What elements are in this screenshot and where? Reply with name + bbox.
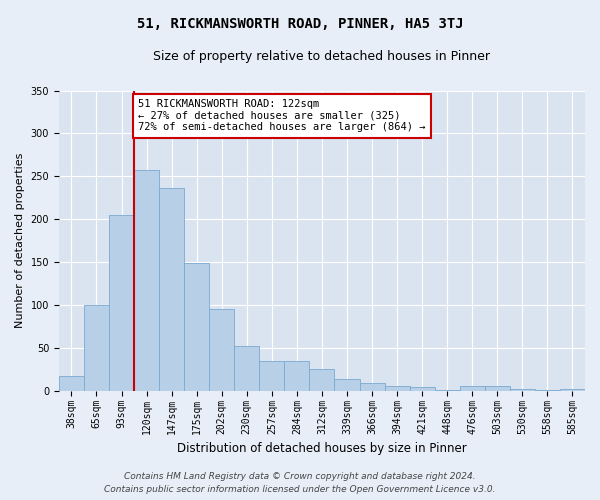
Bar [184, 263, 209, 391]
Bar [410, 388, 434, 391]
Text: Contains HM Land Registry data © Crown copyright and database right 2024.
Contai: Contains HM Land Registry data © Crown c… [104, 472, 496, 494]
Title: Size of property relative to detached houses in Pinner: Size of property relative to detached ho… [154, 50, 490, 63]
Bar [434, 390, 460, 391]
Bar [159, 188, 184, 391]
Bar [284, 361, 310, 391]
Bar [385, 386, 410, 391]
Bar [234, 346, 259, 391]
Bar [310, 370, 334, 391]
Bar [535, 390, 560, 391]
Text: 51 RICKMANSWORTH ROAD: 122sqm
← 27% of detached houses are smaller (325)
72% of : 51 RICKMANSWORTH ROAD: 122sqm ← 27% of d… [138, 99, 425, 132]
X-axis label: Distribution of detached houses by size in Pinner: Distribution of detached houses by size … [177, 442, 467, 455]
Bar [109, 215, 134, 391]
Text: 51, RICKMANSWORTH ROAD, PINNER, HA5 3TJ: 51, RICKMANSWORTH ROAD, PINNER, HA5 3TJ [137, 18, 463, 32]
Bar [334, 379, 359, 391]
Bar [460, 386, 485, 391]
Bar [510, 389, 535, 391]
Bar [485, 386, 510, 391]
Bar [209, 310, 234, 391]
Bar [359, 383, 385, 391]
Bar [560, 389, 585, 391]
Bar [84, 305, 109, 391]
Y-axis label: Number of detached properties: Number of detached properties [15, 153, 25, 328]
Bar [259, 361, 284, 391]
Bar [59, 376, 84, 391]
Bar [134, 170, 159, 391]
